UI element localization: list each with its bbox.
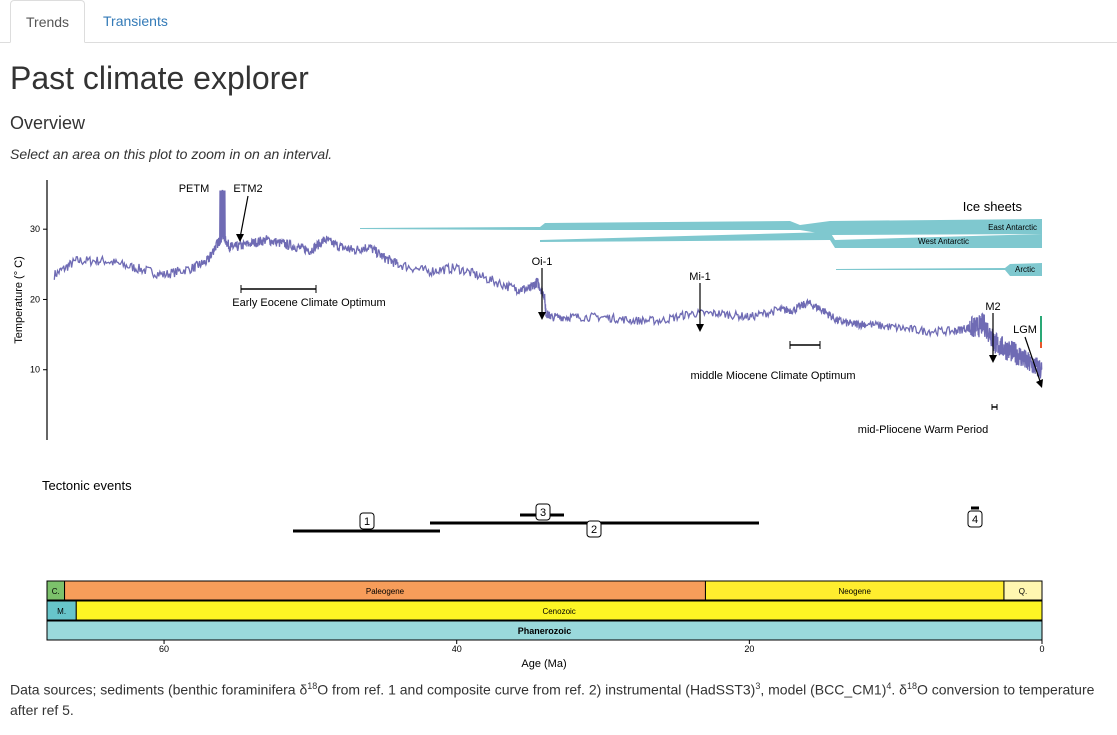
timescale-label: Paleogene xyxy=(366,587,405,596)
ice-label-arctic: Arctic xyxy=(1015,265,1035,274)
timescale-cell xyxy=(46,620,1043,641)
timescale-label: Phanerozoic xyxy=(518,626,572,636)
event-annotations: PETM ETM2 Early Eocene Climate Optimum O… xyxy=(179,183,1043,436)
x-tick-label: 40 xyxy=(452,644,462,654)
tectonic-event-4[interactable] xyxy=(967,510,983,528)
ice-band-arctic xyxy=(836,263,1042,276)
timescale-label: Cenozoic xyxy=(542,607,575,616)
svg-text:1: 1 xyxy=(364,516,370,528)
ice-sheets-title: Ice sheets xyxy=(963,199,1023,214)
svg-text:3: 3 xyxy=(540,507,546,519)
annotation-mmco: middle Miocene Climate Optimum xyxy=(690,370,855,382)
tectonic-title: Tectonic events xyxy=(42,478,132,493)
ice-band-west-antarctic xyxy=(540,232,1042,248)
x-tick-label: 0 xyxy=(1039,644,1044,654)
y-tick-label: 30 xyxy=(30,224,40,234)
plot-hint: Select an area on this plot to zoom in o… xyxy=(10,146,333,162)
data-sources-note: Data sources; sediments (benthic foramin… xyxy=(10,681,1095,718)
tectonic-event-1[interactable] xyxy=(359,512,375,530)
ice-band-east-antarctic xyxy=(360,219,1042,235)
temperature-series xyxy=(53,189,1043,379)
x-tick-label: 60 xyxy=(159,644,169,654)
timescale-cell xyxy=(75,600,1043,621)
tab-transients[interactable]: Transients xyxy=(103,13,168,29)
annotation-lgm: LGM xyxy=(1013,324,1037,336)
x-tick-label: 20 xyxy=(744,644,754,654)
y-tick-label: 10 xyxy=(30,365,40,375)
tab-trends[interactable]: Trends xyxy=(10,0,85,43)
timescale-label: Neogene xyxy=(838,587,871,596)
annotation-oi1: Oi-1 xyxy=(532,256,553,268)
annotation-mi1: Mi-1 xyxy=(689,271,710,283)
annotation-etm2: ETM2 xyxy=(233,183,262,195)
x-axis-label: Age (Ma) xyxy=(521,658,566,670)
timescale-cell xyxy=(1003,580,1043,601)
ice-sheets: Ice sheets East Antarctic West Antarctic… xyxy=(360,199,1042,276)
annotation-petm: PETM xyxy=(179,183,210,195)
ice-label-west-antarctic: West Antarctic xyxy=(918,237,969,246)
svg-text:4: 4 xyxy=(972,514,978,526)
svg-text:2: 2 xyxy=(591,524,597,536)
y-tick-label: 20 xyxy=(30,294,40,304)
section-title: Overview xyxy=(10,113,86,133)
timescale-label: C. xyxy=(52,587,60,596)
annotation-eeco: Early Eocene Climate Optimum xyxy=(232,297,385,309)
annotation-m2: M2 xyxy=(985,301,1000,313)
page-title: Past climate explorer xyxy=(10,60,309,96)
timescale-label: M. xyxy=(57,607,66,616)
y-axis-label: Temperature (° C) xyxy=(13,256,25,344)
tectonic-events: Tectonic events 1 2 3 4 xyxy=(42,478,983,538)
tab-bar: Trends Transients xyxy=(0,0,1117,43)
tectonic-event-3[interactable] xyxy=(535,503,551,521)
geologic-timescale: C. Paleogene Neogene Q. M. Cenozoic Phanerozoi… xyxy=(46,580,1043,641)
timescale-label: Q. xyxy=(1019,587,1027,596)
tectonic-event-2[interactable] xyxy=(586,520,602,538)
x-ticks: 60 40 20 0 xyxy=(159,640,1045,654)
y-ticks: 10 20 30 xyxy=(30,224,47,375)
ice-label-east-antarctic: East Antarctic xyxy=(988,223,1037,232)
annotation-mpwp: mid-Pliocene Warm Period xyxy=(858,424,988,436)
